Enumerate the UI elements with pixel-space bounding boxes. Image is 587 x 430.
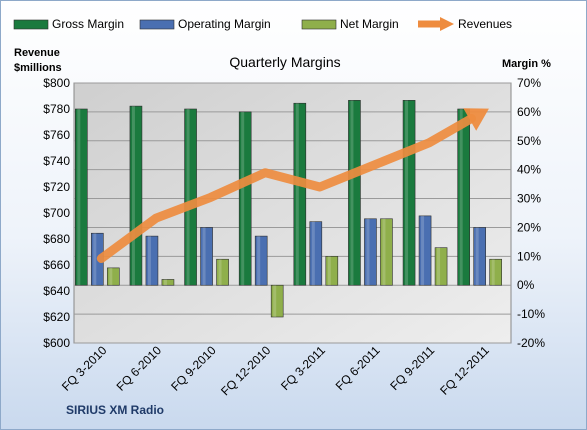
legend: Gross Margin Operating Margin Net Margin Re… [13,17,512,31]
left-axis-label-line1: Revenue [14,47,60,59]
right-tick-label: 60% [517,105,541,119]
net-margin-bar-highlight [382,218,386,286]
gross-margin-bar [238,111,252,286]
x-tick-label: FQ 6-2011 [333,343,383,393]
x-tick-label: FQ 12-2011 [437,343,492,398]
left-tick-label: $780 [43,102,70,116]
operating-margin-bar-highlight [202,227,206,286]
net-margin-bar [107,267,120,286]
operating-margin-bar-highlight [475,227,479,286]
x-tick-label: FQ 3-2011 [278,343,328,393]
revenues-series [96,108,489,263]
plot-area [73,82,512,344]
gross-margin-bar-highlight [350,100,354,286]
x-tick-label: FQ 12-2010 [218,343,273,398]
operating-margin-bar [145,235,159,286]
net-margin-bar [216,258,229,286]
net-margin-bar [161,279,175,286]
gross-margin-bar [293,102,307,286]
left-tick-label: $680 [43,232,70,246]
right-tick-label: 40% [517,163,541,177]
net-margin-bar [434,247,448,286]
right-tick-label: 20% [517,220,541,234]
net-margin-bar-highlight [218,259,222,286]
net-margin-bar-highlight [273,285,277,317]
operating-margin-bar [364,218,377,286]
net-margin-bar [489,258,502,286]
revenues-arrowhead [463,108,489,131]
left-tick-label: $720 [43,180,70,194]
operating-margin-bar-highlight [93,233,97,286]
operating-margin-bar-highlight [311,221,315,286]
gross-margin-bar [129,105,143,286]
operating-margin-bar [418,215,432,286]
operating-margin-legend-swatch [139,19,175,30]
footer-brand: SIRIUS XM Radio [66,403,164,417]
right-axis-ticks: -20% -10% 0% 10% 20% 30% 40% 50% 60% 70% [517,76,545,350]
right-tick-label: 30% [517,192,541,206]
left-tick-label: $800 [43,76,70,90]
operating-margin-legend-label: Operating Margin [178,17,271,31]
left-tick-label: $620 [43,310,70,324]
left-tick-label: $760 [43,128,70,142]
bars [75,100,502,318]
operating-margin-bar [254,235,268,286]
x-tick-label: FQ 9-2011 [387,343,437,393]
left-axis-ticks: $600 $620 $640 $660 $680 $700 $720 $740 $760 $780… [43,76,70,350]
net-margin-bar [270,284,284,318]
right-tick-label: 0% [517,278,535,292]
gross-margin-bar-highlight [459,109,463,286]
left-tick-label: $600 [43,336,70,350]
gross-margin-bar [75,108,88,286]
gross-margin-bar [457,108,470,286]
right-tick-label: 10% [517,249,541,263]
net-margin-bar-highlight [109,267,113,286]
left-tick-label: $660 [43,258,70,272]
chart-title: Quarterly Margins [229,54,340,70]
right-tick-label: -20% [517,336,545,350]
net-margin-bar-highlight [437,247,441,286]
right-tick-label: -10% [517,307,545,321]
gross-margin-bar-highlight [405,100,409,286]
operating-margin-bar [309,221,323,286]
right-axis-label: Margin % [502,58,551,70]
left-tick-label: $740 [43,154,70,168]
revenues-line [96,114,476,263]
net-margin-bar [380,218,393,286]
gross-margin-bar-highlight [77,109,81,286]
left-tick-label: $700 [43,206,70,220]
operating-margin-bar-highlight [421,215,425,286]
gross-margin-bar [184,108,197,286]
net-margin-legend-swatch [301,19,337,30]
net-margin-bar-highlight [327,256,331,286]
x-tick-label: FQ 9-2010 [168,343,219,394]
net-margin-legend-label: Net Margin [340,17,399,31]
left-axis-label-line2: $millions [14,62,62,74]
net-margin-bar-highlight [491,259,495,286]
revenues-legend-arrowhead [440,17,454,31]
gross-margin-bar [348,100,361,286]
right-tick-label: 70% [517,76,541,90]
operating-margin-bar-highlight [147,236,151,286]
operating-margin-bar-highlight [366,218,370,286]
x-tick-label: FQ 6-2010 [114,343,165,394]
gross-margin-bar-highlight [186,109,190,286]
gross-margin-bar-highlight [295,103,299,286]
gross-margin-bar-highlight [131,106,135,286]
net-margin-bar-highlight [163,279,167,286]
revenues-legend-label: Revenues [458,17,512,31]
operating-margin-bar-highlight [257,236,261,286]
gross-margin-bar-highlight [241,111,245,286]
net-margin-bar [325,256,339,286]
x-tick-label: FQ 3-2010 [59,343,110,394]
operating-margin-bar [200,227,213,286]
left-tick-label: $640 [43,284,70,298]
gross-margin-legend-swatch [13,19,49,30]
right-tick-label: 50% [517,134,541,148]
operating-margin-bar [473,227,486,286]
x-axis-ticks: FQ 3-2010 FQ 6-2010 FQ 9-2010 FQ 12-2010 FQ … [59,343,492,398]
gross-margin-bar [402,100,416,286]
gross-margin-legend-label: Gross Margin [52,17,124,31]
